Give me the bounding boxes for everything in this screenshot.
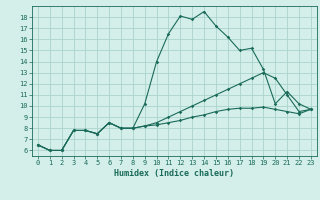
X-axis label: Humidex (Indice chaleur): Humidex (Indice chaleur)	[115, 169, 234, 178]
